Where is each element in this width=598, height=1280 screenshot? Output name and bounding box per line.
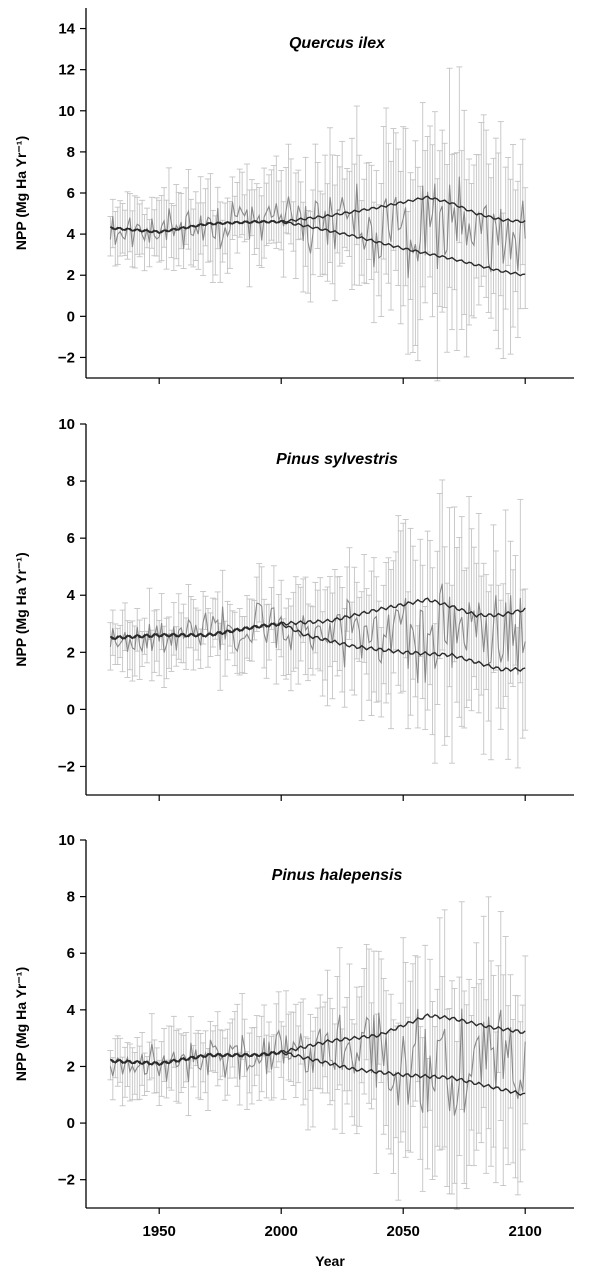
panel-title: Pinus halepensis [272, 867, 403, 884]
chart-panel-1: −2 0 2 4 6 8 10 12 14 Quercus ilex NPP (Mg Ha Yr⁻¹… [13, 8, 574, 384]
y-tick-label: −2 [58, 349, 75, 366]
y-tick-label: −2 [58, 758, 75, 775]
y-tick-label: 2 [67, 644, 75, 661]
y-tick-label: 6 [67, 530, 75, 547]
y-tick-label: 0 [67, 701, 75, 718]
y-axis-title: NPP (Mg Ha Yr⁻¹) [13, 136, 29, 250]
x-tick-label: 2100 [509, 1223, 542, 1240]
y-tick-label: 4 [67, 1002, 76, 1019]
y-axis-title: NPP (Mg Ha Yr⁻¹) [13, 967, 29, 1081]
y-tick-label: 14 [58, 21, 75, 38]
x-tick-label: 2000 [265, 1223, 298, 1240]
y-tick-label: 12 [58, 62, 75, 79]
panel-title: Quercus ilex [289, 35, 386, 52]
y-tick-label: 6 [67, 185, 75, 202]
y-tick-label: 8 [67, 889, 75, 906]
y-tick-label: 2 [67, 1058, 75, 1075]
y-axis-title: NPP (Mg Ha Yr⁻¹) [13, 552, 29, 666]
y-tick-label: 8 [67, 144, 75, 161]
y-tick-label: 6 [67, 945, 75, 962]
y-tick-label: 0 [67, 308, 75, 325]
error-bars [107, 897, 528, 1210]
x-tick-label: 1950 [143, 1223, 176, 1240]
chart-panel-2: −2 0 2 4 6 8 10 Pinus sylvestris NPP (Mg Ha Yr⁻¹… [13, 416, 574, 801]
x-axis-title: Year [315, 1253, 345, 1269]
y-tick-label: 0 [67, 1115, 75, 1132]
panel-title: Pinus sylvestris [276, 451, 398, 468]
x-tick-label: 2050 [387, 1223, 420, 1240]
y-tick-label: 10 [58, 103, 75, 120]
y-tick-label: 2 [67, 267, 75, 284]
chart-panel-3: −2 0 2 4 6 8 10 1950 2000 2050 2100 Pinus halepensi… [13, 832, 574, 1269]
y-tick-label: −2 [58, 1172, 75, 1189]
y-tick-label: 8 [67, 473, 75, 490]
y-tick-label: 10 [58, 416, 75, 433]
y-tick-label: 4 [67, 587, 76, 604]
y-tick-label: 4 [67, 226, 76, 243]
y-tick-label: 10 [58, 832, 75, 849]
error-bars [107, 480, 528, 768]
